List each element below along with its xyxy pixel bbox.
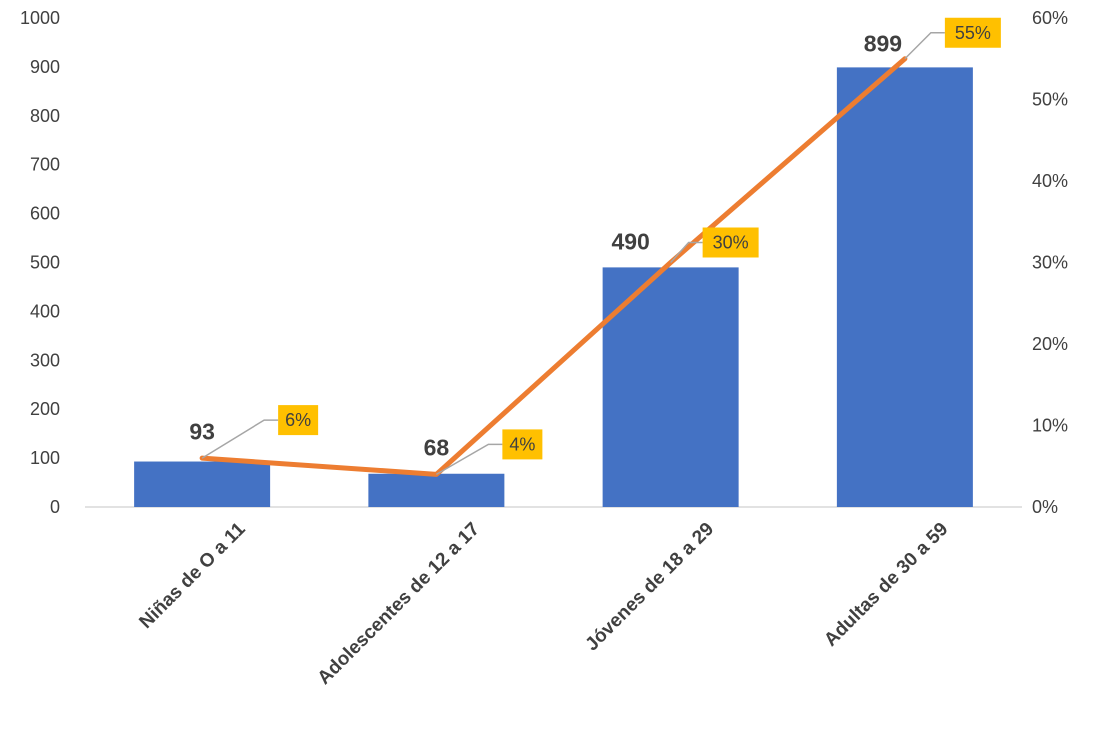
y-left-tick-label: 100 bbox=[30, 448, 60, 468]
category-label: Jóvenes de 18 a 29 bbox=[582, 519, 719, 656]
line-series-group bbox=[199, 56, 908, 477]
y-left-tick-label: 1000 bbox=[20, 8, 60, 28]
percent-label-box bbox=[944, 17, 1001, 48]
bar-value-label: 68 bbox=[424, 435, 450, 461]
y-left-tick-label: 700 bbox=[30, 155, 60, 175]
category-label: Niñas de O a 11 bbox=[135, 518, 249, 632]
data-labels-group: 93 68 490 899 6% 4% 30% 55% bbox=[189, 17, 1001, 476]
percent-label-box bbox=[278, 405, 319, 436]
y-right-tick-label: 10% bbox=[1032, 416, 1068, 436]
bar-3 bbox=[602, 267, 739, 507]
bar-4 bbox=[836, 67, 973, 507]
bar-value-label: 490 bbox=[611, 228, 649, 254]
category-labels-group: Niñas de O a 11 Adolescentes de 12 a 17 Jó… bbox=[135, 518, 952, 688]
y-left-tick-label: 900 bbox=[30, 57, 60, 77]
y-left-tick-label: 400 bbox=[30, 301, 60, 321]
y-right-tick-label: 30% bbox=[1032, 253, 1068, 273]
y-right-tick-label: 0% bbox=[1032, 497, 1058, 517]
bar-1 bbox=[134, 461, 271, 507]
leader-line bbox=[436, 443, 503, 476]
y-left-tick-label: 300 bbox=[30, 350, 60, 370]
leader-line bbox=[904, 32, 945, 60]
y-right-tick-label: 60% bbox=[1032, 8, 1068, 28]
y-right-tick-label: 50% bbox=[1032, 90, 1068, 110]
leader-line bbox=[670, 241, 703, 264]
percent-label: 30% bbox=[713, 233, 749, 253]
y-right-tick-label: 20% bbox=[1032, 334, 1068, 354]
bar-2 bbox=[368, 473, 505, 507]
percent-label-box bbox=[702, 227, 759, 258]
percent-label: 6% bbox=[285, 410, 311, 430]
y-left-tick-label: 0 bbox=[50, 497, 60, 517]
percent-label: 4% bbox=[509, 434, 535, 454]
y-left-tick-label: 200 bbox=[30, 399, 60, 419]
y-left-tick-label: 600 bbox=[30, 204, 60, 224]
y-left-tick-label: 800 bbox=[30, 106, 60, 126]
y-left-tick-label: 500 bbox=[30, 253, 60, 273]
bars-group bbox=[134, 67, 973, 507]
leader-line bbox=[201, 419, 279, 459]
category-label: Adultas de 30 a 59 bbox=[820, 519, 952, 651]
bar-value-label: 899 bbox=[864, 30, 902, 56]
percent-label: 55% bbox=[955, 23, 991, 43]
bar-value-label: 93 bbox=[189, 419, 215, 445]
y-right-tick-label: 40% bbox=[1032, 171, 1068, 191]
percent-label-box bbox=[502, 429, 543, 460]
line-series bbox=[199, 56, 908, 477]
category-label: Adolescentes de 12 a 17 bbox=[314, 519, 484, 689]
